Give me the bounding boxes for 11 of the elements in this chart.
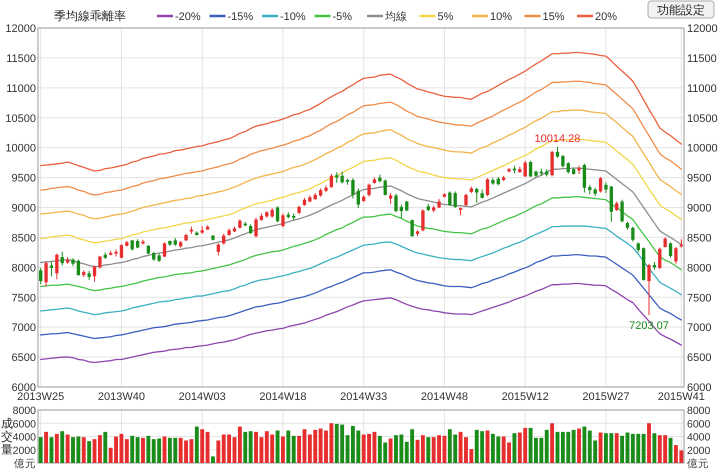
legend-label: 10% [490, 11, 512, 23]
title: 季均線乖離率 [54, 9, 126, 23]
legend-label: 5% [438, 11, 454, 23]
legend-label: -15% [228, 11, 254, 23]
ylabel: 成交量 [1, 416, 13, 456]
legend-label: -20% [175, 11, 201, 23]
legend-label: 均線 [384, 11, 407, 23]
legend-label: -10% [280, 11, 306, 23]
legend-label: 15% [542, 11, 565, 23]
legend-label: 20% [595, 11, 618, 23]
legend-label: -5% [332, 11, 352, 23]
